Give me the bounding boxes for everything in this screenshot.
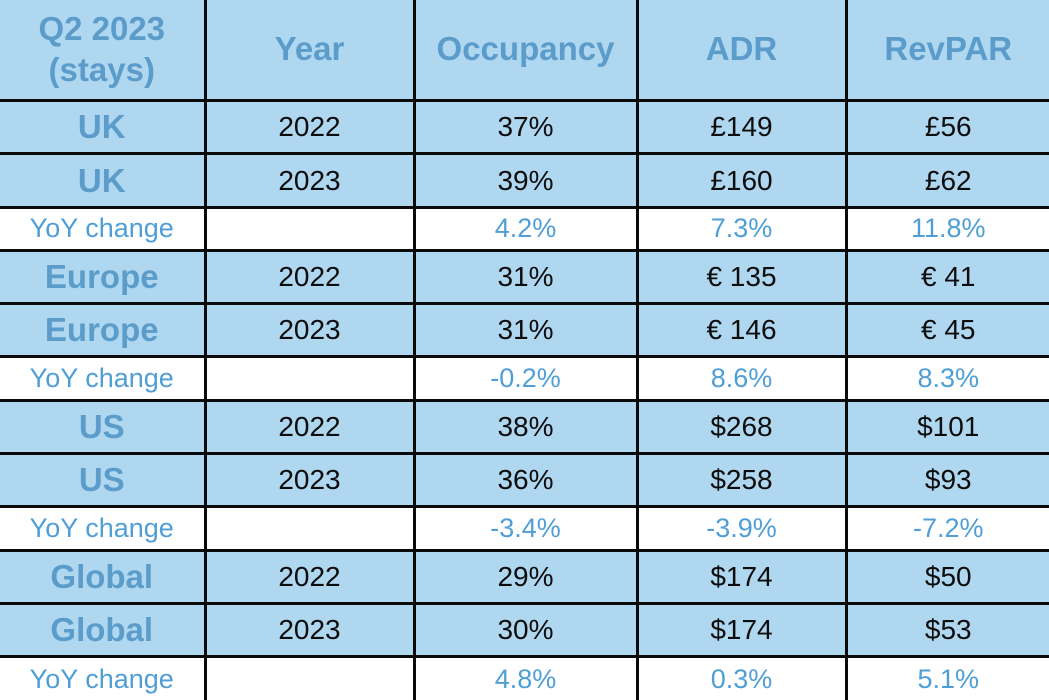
cell-revpar: $101 (844, 398, 1049, 456)
cell-year: 2022 (203, 99, 416, 156)
cell-occupancy: 39% (412, 152, 639, 209)
cell-adr-yoy: 8.6% (635, 355, 848, 402)
cell-region: Global (0, 548, 207, 605)
cell-adr: € 146 (635, 302, 848, 359)
cell-revpar-yoy: -7.2% (844, 505, 1049, 552)
cell-year-empty (203, 355, 416, 402)
cell-revpar: £62 (844, 152, 1049, 209)
cell-revpar-yoy: 5.1% (844, 655, 1049, 700)
cell-revpar: $50 (844, 548, 1049, 605)
cell-yoy-label: YoY change (0, 505, 207, 552)
cell-region: US (0, 398, 207, 456)
cell-adr: $174 (635, 601, 848, 659)
cell-region: Europe (0, 248, 207, 306)
cell-adr: £160 (635, 152, 848, 209)
cell-year-empty (203, 205, 416, 252)
cell-revpar: € 41 (844, 248, 1049, 306)
table-row-europe-2023: Europe 2023 31% € 146 € 45 (0, 302, 1049, 359)
cell-adr-yoy: -3.9% (635, 505, 848, 552)
cell-adr: £149 (635, 99, 848, 156)
cell-year: 2022 (203, 248, 416, 306)
cell-yoy-label: YoY change (0, 205, 207, 252)
cell-adr: $174 (635, 548, 848, 605)
cell-adr-yoy: 7.3% (635, 205, 848, 252)
cell-adr: € 135 (635, 248, 848, 306)
cell-year-empty (203, 655, 416, 700)
cell-revpar: $93 (844, 452, 1049, 509)
cell-occupancy: 38% (412, 398, 639, 456)
cell-yoy-label: YoY change (0, 355, 207, 402)
table-row-uk-yoy-change: YoY change 4.2% 7.3% 11.8% (0, 205, 1049, 252)
cell-year: 2023 (203, 452, 416, 509)
table-row-global-2022: Global 2022 29% $174 $50 (0, 548, 1049, 605)
cell-region: US (0, 452, 207, 509)
cell-revpar-yoy: 11.8% (844, 205, 1049, 252)
header-cell-title: Q2 2023 (stays) (0, 0, 207, 103)
table-row-uk-2022: UK 2022 37% £149 £56 (0, 99, 1049, 156)
cell-occupancy-yoy: -0.2% (412, 355, 639, 402)
cell-occupancy-yoy: -3.4% (412, 505, 639, 552)
cell-year: 2023 (203, 302, 416, 359)
cell-revpar: £56 (844, 99, 1049, 156)
cell-occupancy: 36% (412, 452, 639, 509)
cell-region: Global (0, 601, 207, 659)
cell-revpar: € 45 (844, 302, 1049, 359)
cell-occupancy-yoy: 4.8% (412, 655, 639, 700)
cell-adr-yoy: 0.3% (635, 655, 848, 700)
cell-occupancy: 31% (412, 248, 639, 306)
header-cell-revpar: RevPAR (844, 0, 1049, 103)
cell-region: UK (0, 152, 207, 209)
table-row-europe-yoy-change: YoY change -0.2% 8.6% 8.3% (0, 355, 1049, 402)
cell-adr: $268 (635, 398, 848, 456)
cell-adr: $258 (635, 452, 848, 509)
cell-year: 2023 (203, 152, 416, 209)
cell-occupancy: 30% (412, 601, 639, 659)
table-row-us-2022: US 2022 38% $268 $101 (0, 398, 1049, 456)
table-row-us-yoy-change: YoY change -3.4% -3.9% -7.2% (0, 505, 1049, 552)
cell-revpar-yoy: 8.3% (844, 355, 1049, 402)
cell-yoy-label: YoY change (0, 655, 207, 700)
table-row-global-2023: Global 2023 30% $174 $53 (0, 601, 1049, 659)
cell-year: 2023 (203, 601, 416, 659)
cell-occupancy: 29% (412, 548, 639, 605)
cell-region: Europe (0, 302, 207, 359)
cell-year-empty (203, 505, 416, 552)
header-cell-occupancy: Occupancy (412, 0, 639, 103)
table-row-uk-2023: UK 2023 39% £160 £62 (0, 152, 1049, 209)
header-cell-adr: ADR (635, 0, 848, 103)
table-header-row: Q2 2023 (stays) Year Occupancy ADR RevPA… (0, 0, 1049, 103)
header-cell-year: Year (203, 0, 416, 103)
table-row-global-yoy-change: YoY change 4.8% 0.3% 5.1% (0, 655, 1049, 700)
table-row-us-2023: US 2023 36% $258 $93 (0, 452, 1049, 509)
table-title: Q2 2023 (stays) (38, 10, 166, 88)
cell-occupancy: 31% (412, 302, 639, 359)
cell-year: 2022 (203, 398, 416, 456)
table-row-europe-2022: Europe 2022 31% € 135 € 41 (0, 248, 1049, 306)
cell-region: UK (0, 99, 207, 156)
cell-revpar: $53 (844, 601, 1049, 659)
cell-occupancy-yoy: 4.2% (412, 205, 639, 252)
cell-occupancy: 37% (412, 99, 639, 156)
cell-year: 2022 (203, 548, 416, 605)
